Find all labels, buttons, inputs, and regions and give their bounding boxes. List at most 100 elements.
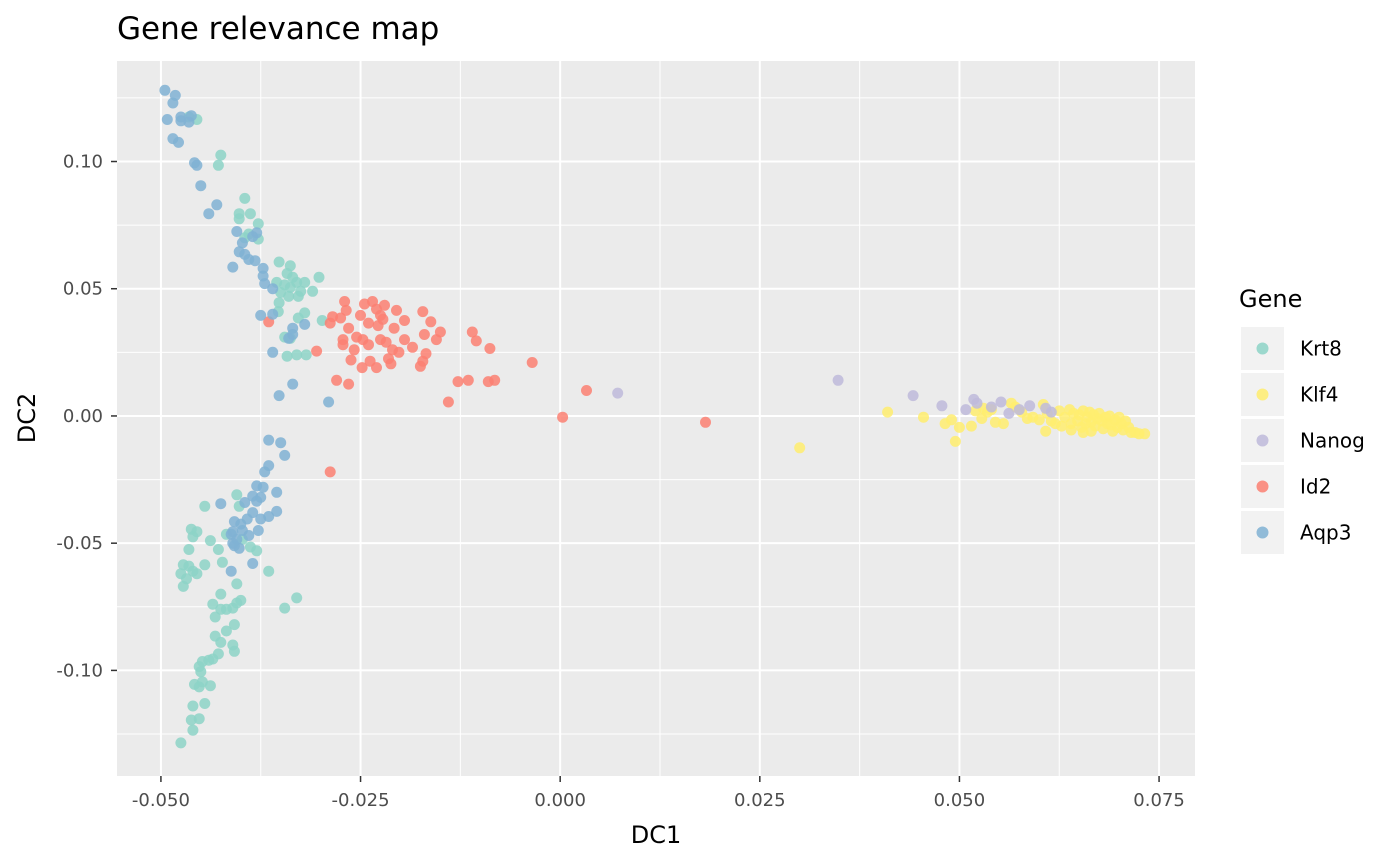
point-krt8 [300, 349, 312, 361]
point-id2 [345, 354, 357, 366]
point-krt8 [291, 592, 303, 604]
point-krt8 [307, 285, 319, 297]
point-nanog [612, 387, 624, 399]
point-id2 [343, 378, 355, 390]
point-id2 [356, 362, 368, 374]
point-aqp3 [159, 84, 171, 96]
point-aqp3 [251, 495, 263, 507]
point-aqp3 [279, 449, 291, 461]
y-axis-ticks: -0.10 -0.05 0.00 0.05 0.10 [56, 152, 117, 681]
point-nanog [1003, 407, 1015, 419]
point-krt8 [199, 698, 211, 709]
point-id2 [340, 304, 352, 316]
legend-label-nanog: Nanog [1300, 429, 1365, 453]
legend-title: Gene [1239, 285, 1302, 313]
point-krt8 [252, 218, 264, 230]
point-aqp3 [195, 180, 207, 192]
point-krt8 [212, 159, 224, 171]
point-krt8 [207, 598, 219, 610]
point-id2 [417, 306, 429, 318]
point-id2 [348, 344, 360, 356]
point-id2 [371, 362, 382, 374]
point-id2 [399, 334, 410, 346]
point-klf4 [918, 411, 929, 423]
point-nanog [985, 401, 997, 413]
point-aqp3 [243, 530, 255, 541]
point-krt8 [251, 545, 263, 557]
point-krt8 [228, 619, 240, 631]
x-tick-label: -0.050 [132, 790, 190, 811]
point-krt8 [187, 724, 199, 736]
y-tick-label: -0.05 [56, 533, 103, 554]
plot-panel [117, 61, 1195, 776]
point-id2 [380, 336, 392, 348]
point-id2 [363, 339, 374, 351]
point-krt8 [187, 531, 199, 543]
y-axis-label: DC2 [13, 393, 41, 444]
point-krt8 [204, 535, 216, 547]
point-id2 [363, 317, 374, 329]
point-id2 [526, 357, 538, 368]
point-id2 [470, 335, 482, 347]
x-tick-label: 0.050 [934, 790, 986, 811]
point-id2 [387, 344, 398, 356]
point-krt8 [212, 544, 224, 555]
y-tick-label: 0.00 [63, 406, 103, 427]
point-klf4 [1065, 418, 1077, 430]
legend-key-klf4 [1256, 388, 1269, 401]
point-krt8 [283, 290, 295, 302]
point-aqp3 [211, 199, 223, 211]
point-aqp3 [252, 525, 264, 536]
point-aqp3 [183, 116, 195, 128]
point-krt8 [216, 556, 228, 568]
point-aqp3 [239, 497, 251, 508]
point-nanog [936, 400, 948, 412]
point-aqp3 [167, 97, 179, 109]
point-aqp3 [271, 486, 283, 498]
point-krt8 [235, 594, 247, 606]
x-tick-label: 0.025 [734, 790, 786, 811]
point-aqp3 [257, 262, 269, 274]
point-nanog [1045, 406, 1057, 418]
point-id2 [331, 374, 343, 386]
point-id2 [399, 315, 410, 326]
point-krt8 [199, 559, 211, 571]
point-aqp3 [173, 136, 184, 148]
point-nanog [832, 374, 844, 386]
x-axis-ticks: -0.050 -0.025 0.000 0.025 0.050 0.075 [132, 776, 1185, 811]
point-id2 [581, 385, 592, 396]
point-id2 [425, 316, 437, 328]
legend: Gene Krt8 Klf4 Nanog Id2 Aqp3 [1239, 285, 1365, 554]
point-aqp3 [161, 114, 173, 125]
point-id2 [418, 329, 430, 340]
point-id2 [452, 376, 464, 388]
point-klf4 [1040, 425, 1052, 437]
point-klf4 [965, 420, 977, 432]
point-aqp3 [259, 278, 271, 290]
point-id2 [484, 343, 496, 354]
point-id2 [343, 322, 355, 334]
x-tick-label: 0.075 [1133, 790, 1185, 811]
point-id2 [557, 411, 569, 423]
point-krt8 [291, 349, 303, 361]
point-id2 [335, 312, 347, 324]
point-aqp3 [247, 231, 259, 243]
point-klf4 [1139, 428, 1151, 440]
legend-label-krt8: Krt8 [1300, 337, 1342, 361]
point-aqp3 [227, 261, 239, 273]
point-id2 [442, 396, 454, 408]
point-aqp3 [231, 533, 243, 545]
point-krt8 [228, 645, 240, 657]
point-aqp3 [271, 505, 283, 517]
point-aqp3 [255, 513, 267, 525]
point-aqp3 [255, 309, 267, 321]
point-nanog [1024, 400, 1036, 412]
point-aqp3 [273, 390, 285, 402]
point-aqp3 [191, 159, 203, 171]
point-nanog [971, 397, 983, 409]
point-id2 [700, 416, 711, 428]
legend-label-klf4: Klf4 [1300, 383, 1338, 407]
x-tick-label: 0.000 [534, 790, 586, 811]
point-aqp3 [267, 308, 279, 320]
point-krt8 [239, 192, 251, 204]
